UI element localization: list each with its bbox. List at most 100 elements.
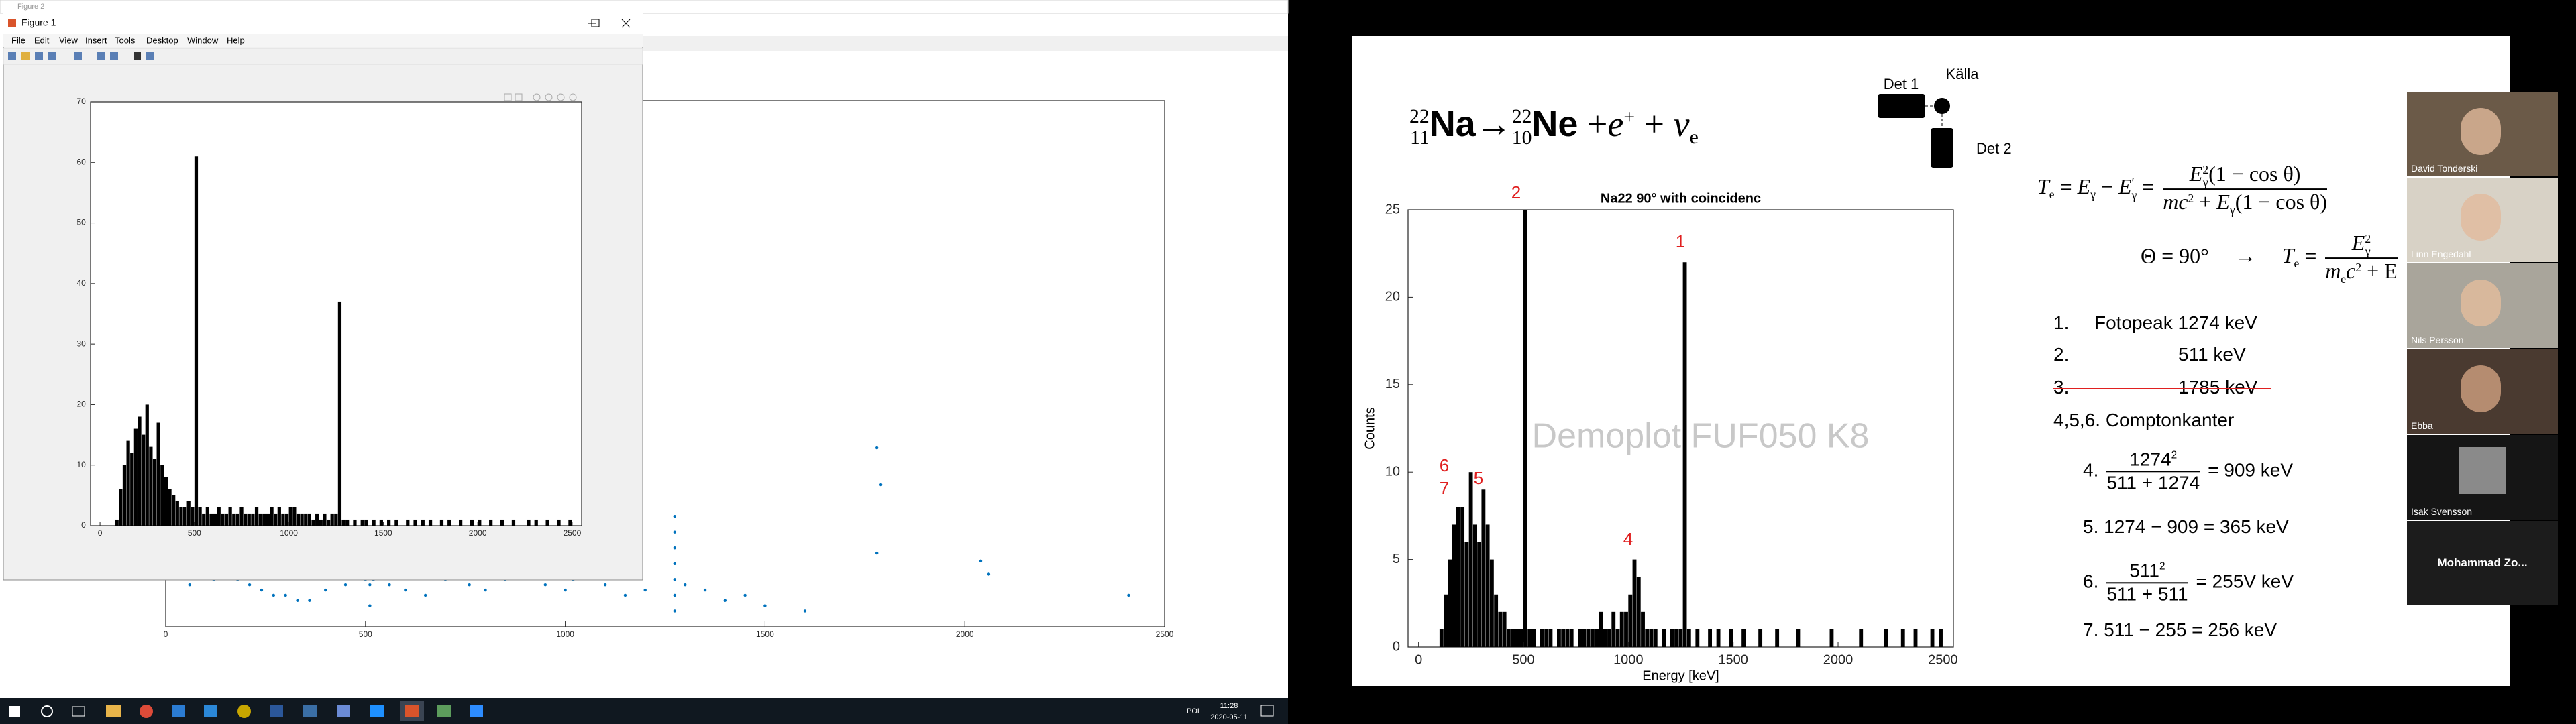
tool-icon[interactable] (8, 52, 16, 60)
scatter-point (684, 583, 687, 587)
notifications[interactable] (1260, 705, 1274, 717)
task-view[interactable] (72, 706, 85, 717)
axes-tool[interactable] (545, 93, 553, 101)
histogram-bar (244, 513, 248, 526)
math-text: = 909 keV (2202, 459, 2294, 481)
histogram-bar (428, 519, 433, 526)
app-icon[interactable] (470, 705, 483, 717)
script-space (2341, 261, 2346, 274)
menu-item[interactable]: View (59, 35, 78, 45)
menu-item[interactable]: Help (227, 35, 245, 45)
app-icon[interactable] (204, 705, 217, 717)
symbol-base: T (2282, 243, 2294, 268)
search-button[interactable] (41, 705, 53, 717)
math-text: + (1578, 104, 1608, 145)
app-icon[interactable] (106, 705, 121, 717)
scatter-point (875, 446, 879, 450)
scatter-point (643, 588, 647, 592)
app-icon[interactable] (237, 705, 251, 718)
math-text: − (2095, 174, 2119, 199)
x-tick-label: 1500 (1718, 652, 1748, 667)
tool-icon[interactable] (110, 52, 118, 60)
menu-item[interactable]: Window (187, 35, 219, 45)
menu-item[interactable]: Edit (34, 35, 50, 45)
axes-tool[interactable] (557, 93, 565, 101)
app-icon[interactable] (140, 705, 153, 718)
histogram-bar (235, 513, 240, 526)
axes-tool[interactable] (569, 93, 577, 101)
histogram-bar (1561, 629, 1566, 647)
superscript: 2 (2355, 260, 2362, 274)
histogram-bar (1460, 507, 1465, 647)
tool-icon[interactable] (97, 52, 105, 60)
tool-icon[interactable] (21, 52, 30, 60)
histogram-bar (1939, 629, 1943, 647)
symbol-base: E (2189, 162, 2203, 186)
histogram-bar (1636, 577, 1641, 647)
scatter-point (423, 593, 427, 597)
app-icon[interactable] (270, 705, 283, 717)
math-text: = (2054, 174, 2078, 199)
app-icon[interactable] (370, 705, 384, 717)
tool-icon[interactable] (134, 52, 141, 60)
histogram-bar (307, 513, 311, 526)
list-item: 6. 511 2 511 + 511 = 255V keV (2083, 560, 2294, 605)
numerator: 1274 2 (2106, 448, 2200, 473)
histogram-bar (1653, 629, 1658, 647)
peak-annotation: 2 (1511, 182, 1521, 202)
histogram-bar (1502, 611, 1507, 647)
histogram-bar (1645, 629, 1650, 647)
axes-tool[interactable] (533, 93, 541, 101)
menu-item[interactable]: File (11, 35, 25, 45)
scatter-point (324, 588, 327, 592)
menu-item[interactable]: Tools (115, 35, 136, 45)
math-text: 511 + 1274 (2106, 472, 2200, 493)
scatter-point (272, 593, 276, 597)
video-tile: Ebba (2407, 349, 2558, 434)
start-button[interactable] (9, 706, 20, 717)
histogram-bar (296, 513, 301, 526)
app-icon[interactable] (405, 705, 419, 717)
math-text: 2. (2053, 344, 2070, 365)
taskbar (0, 698, 1288, 724)
histogram-bar (1540, 629, 1544, 647)
math-symbol: 511 2 (2129, 560, 2165, 581)
superscript: 2 (2202, 163, 2209, 177)
tool-icon[interactable] (146, 52, 154, 60)
histogram-bar (284, 513, 289, 526)
histogram-bar (198, 507, 202, 526)
y-tick-label: 20 (76, 400, 86, 409)
axes-tool[interactable] (515, 93, 523, 101)
histogram-bar (1456, 507, 1460, 647)
restore-button[interactable] (591, 19, 600, 27)
app-icon[interactable] (172, 705, 185, 717)
menu-item[interactable]: Desktop (146, 35, 178, 45)
tool-icon[interactable] (35, 52, 43, 60)
histogram-bar (258, 513, 262, 526)
axes-tool[interactable] (504, 93, 512, 101)
symbol-base: m (2325, 259, 2341, 284)
tool-icon[interactable] (74, 52, 82, 60)
y-tick-label: 30 (76, 339, 86, 348)
histogram-bar (360, 519, 364, 526)
histogram-bar (119, 489, 123, 526)
histogram-bar (1527, 629, 1532, 647)
histogram-bar (138, 416, 142, 526)
close-button[interactable] (621, 19, 631, 28)
app-icon[interactable] (337, 705, 350, 717)
menu-item[interactable]: Insert (85, 35, 107, 45)
app-icon[interactable] (437, 705, 451, 717)
app-icon[interactable] (303, 705, 317, 717)
language[interactable]: POL (1187, 707, 1201, 715)
histogram-bar (1775, 629, 1780, 647)
clock-time[interactable]: 11:28 (1220, 702, 1238, 710)
numerator: 511 2 (2106, 560, 2188, 584)
fraction: 511 2 511 + 511 (2106, 560, 2188, 605)
histogram-bar (133, 428, 138, 526)
tool-icon[interactable] (48, 52, 56, 60)
clock-date[interactable]: 2020-05-11 (1210, 713, 1247, 721)
subscript: e (2049, 188, 2055, 202)
